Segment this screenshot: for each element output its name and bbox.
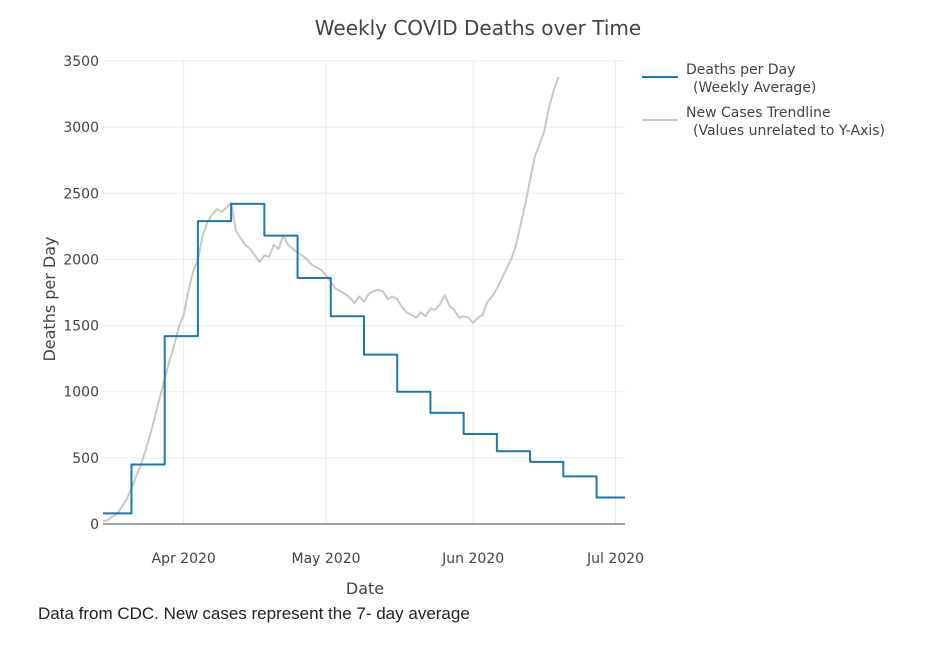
- x-tick-label: Jul 2020: [586, 551, 644, 567]
- x-tick-label: Apr 2020: [152, 551, 216, 567]
- x-tick-label: May 2020: [292, 551, 361, 567]
- y-tick-label: 3500: [63, 54, 99, 70]
- legend-item-deaths[interactable]: Deaths per Day (Weekly Average): [642, 62, 816, 96]
- legend-label: (Weekly Average): [693, 80, 816, 96]
- deaths-per-day-line[interactable]: [103, 202, 625, 515]
- y-tick-label: 2500: [63, 186, 99, 202]
- series-layer: [102, 76, 625, 523]
- y-tick-label: 0: [90, 517, 99, 533]
- y-axis-title: Deaths per Day: [40, 236, 59, 361]
- y-tick-label: 2000: [63, 252, 99, 268]
- legend-item-new-cases[interactable]: New Cases Trendline (Values unrelated to …: [642, 105, 885, 139]
- legend[interactable]: Deaths per Day (Weekly Average) New Cases …: [642, 62, 885, 139]
- x-tick-label: Jun 2020: [441, 551, 504, 567]
- y-tick-label: 3000: [63, 120, 99, 136]
- legend-label: (Values unrelated to Y-Axis): [693, 123, 885, 139]
- y-tick-label: 500: [72, 451, 99, 467]
- legend-label: Deaths per Day: [686, 62, 795, 78]
- x-axis-title: Date: [346, 579, 384, 598]
- data-source-caption: Data from CDC. New cases represent the 7…: [38, 604, 470, 623]
- grid: [103, 60, 625, 524]
- axes: 0 500 1000 1500 2000 2500 3000 3500 Apr 2020 May …: [63, 54, 644, 567]
- chart: 0 500 1000 1500 2000 2500 3000 3500 Apr 2020 May …: [40, 16, 885, 598]
- y-tick-label: 1500: [63, 319, 99, 335]
- y-tick-label: 1000: [63, 385, 99, 401]
- chart-title: Weekly COVID Deaths over Time: [315, 16, 641, 40]
- legend-label: New Cases Trendline: [686, 105, 831, 121]
